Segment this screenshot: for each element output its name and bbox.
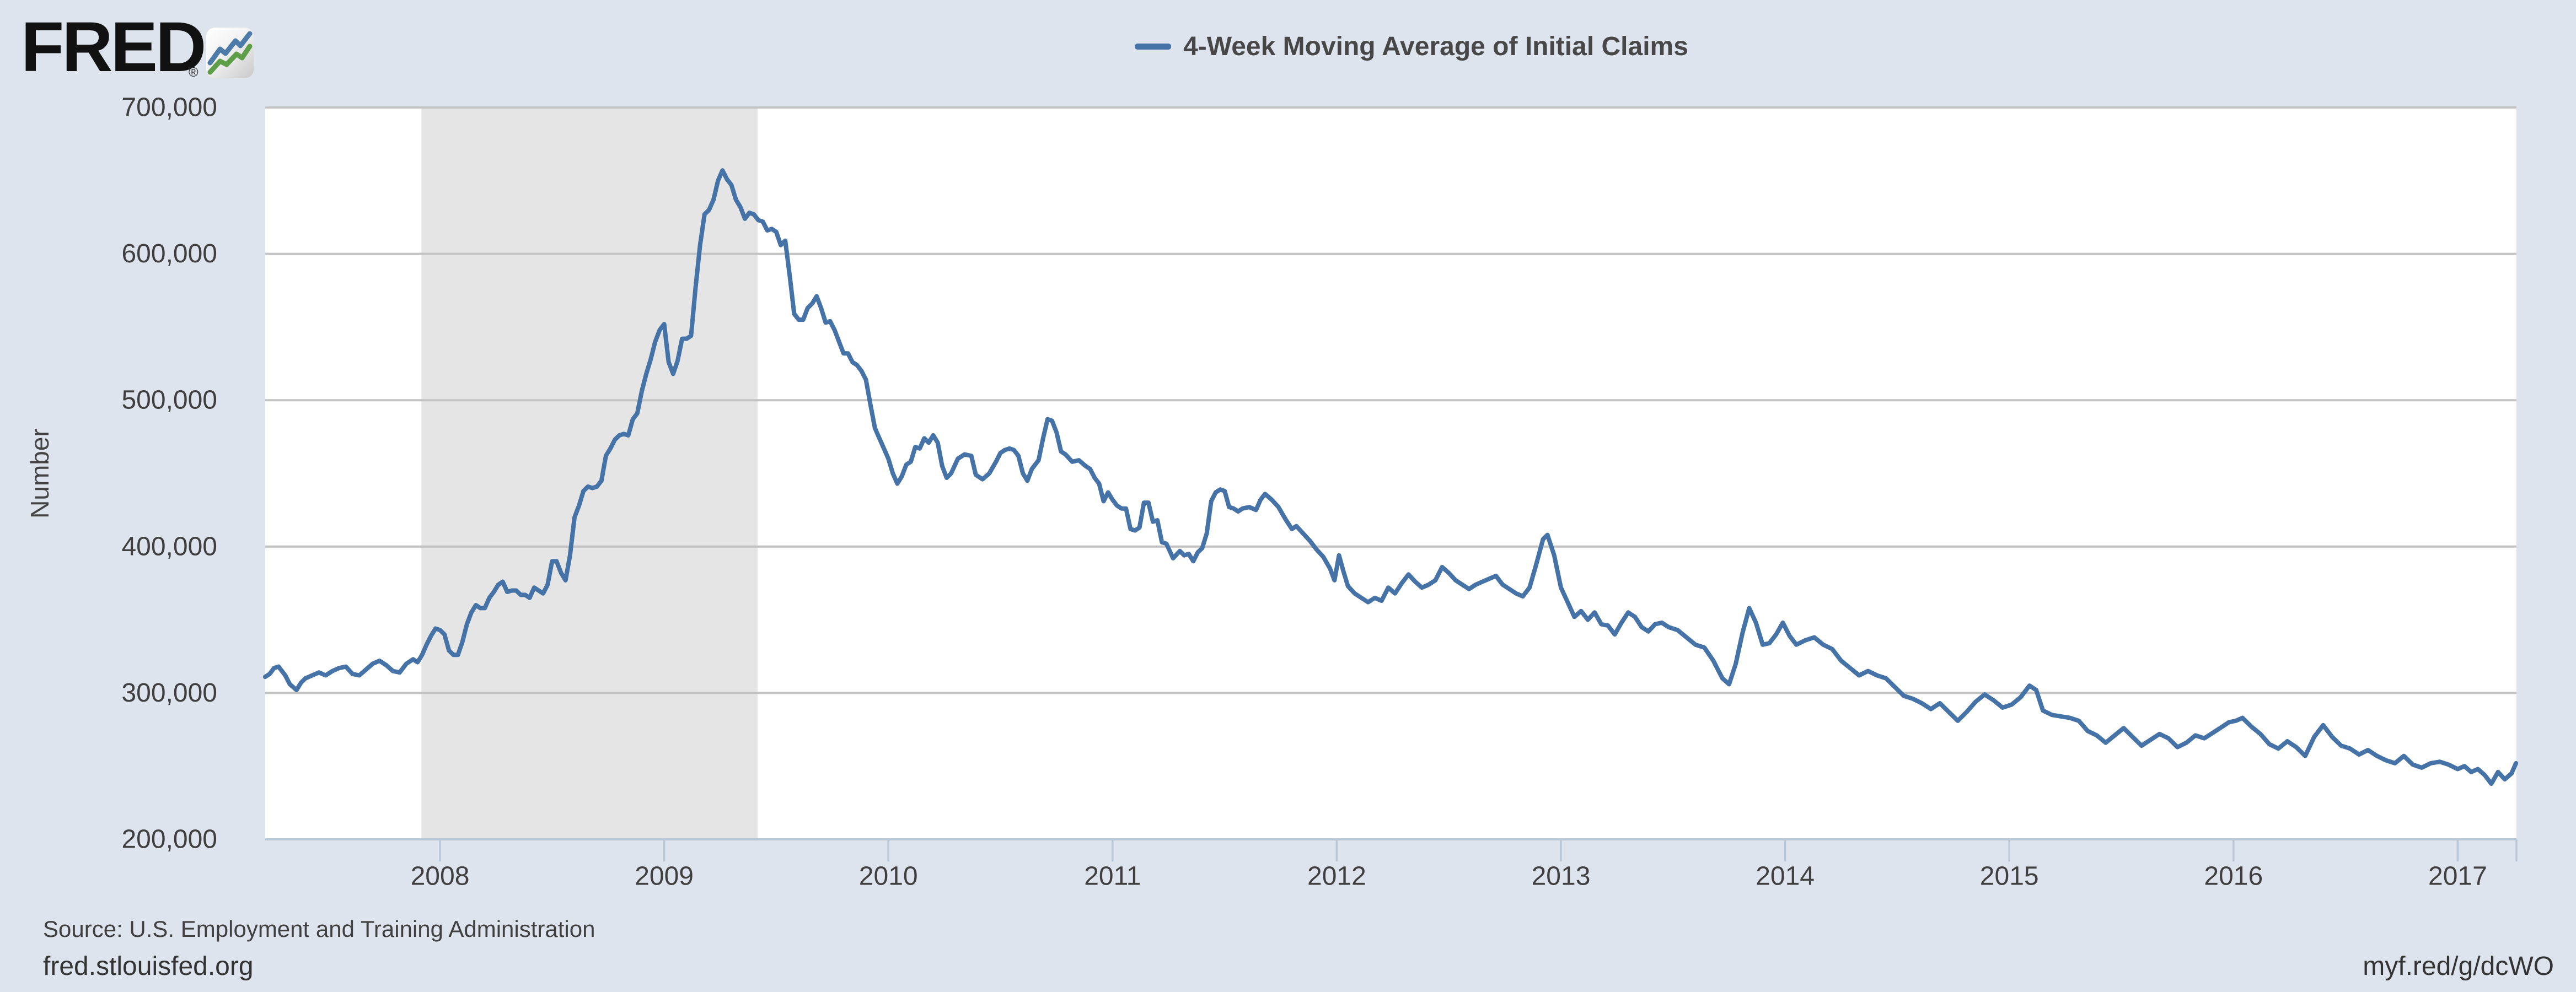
short-url-link[interactable]: myf.red/g/dcWO	[2363, 952, 2554, 981]
legend: 4-Week Moving Average of Initial Claims	[1135, 29, 1688, 64]
icon-blue-zigzag	[207, 31, 253, 66]
x-tick-label: 2008	[411, 862, 470, 891]
x-axis-ticks	[439, 839, 2518, 861]
x-axis-tick-labels: 2008 2009 2010 2011 2012 2013 2014 2015 2016 2017	[411, 862, 2487, 891]
y-tick-label: 500,000	[121, 386, 217, 415]
x-tick-label: 2013	[1532, 862, 1591, 891]
y-tick-label: 400,000	[121, 532, 217, 561]
y-axis-tick-labels: 700,000 600,000 500,000 400,000 300,000 200,0…	[121, 93, 217, 854]
recession-band	[421, 107, 758, 839]
icon-green-zigzag	[207, 44, 253, 75]
registered-trademark-symbol: ®	[189, 65, 198, 80]
x-tick-label: 2016	[2204, 862, 2263, 891]
y-axis-title: Number	[25, 428, 54, 519]
legend-line-swatch	[1135, 43, 1172, 50]
fred-logo-text: FRED	[21, 8, 206, 87]
fred-site-link[interactable]: fred.stlouisfed.org	[43, 952, 254, 981]
legend-series-label: 4-Week Moving Average of Initial Claims	[1183, 31, 1688, 61]
plot-layers: 700,000 600,000 500,000 400,000 300,000 200,0…	[25, 93, 2519, 891]
x-tick-label: 2010	[859, 862, 918, 891]
x-tick-label: 2012	[1307, 862, 1366, 891]
fred-line-chart-icon	[206, 28, 254, 78]
y-tick-label: 600,000	[121, 239, 217, 268]
source-note: Source: U.S. Employment and Training Adm…	[43, 916, 595, 942]
y-tick-label: 700,000	[121, 93, 217, 122]
x-tick-label: 2015	[1980, 862, 2039, 891]
fred-logo[interactable]: FRED	[21, 12, 206, 84]
x-tick-label: 2014	[1756, 862, 1815, 891]
series-line	[262, 168, 2519, 786]
y-tick-label: 200,000	[121, 825, 217, 854]
x-tick-label: 2011	[1084, 862, 1141, 891]
x-tick-label: 2009	[635, 862, 694, 891]
x-tick-label: 2017	[2428, 862, 2487, 891]
y-tick-label: 300,000	[121, 678, 217, 708]
